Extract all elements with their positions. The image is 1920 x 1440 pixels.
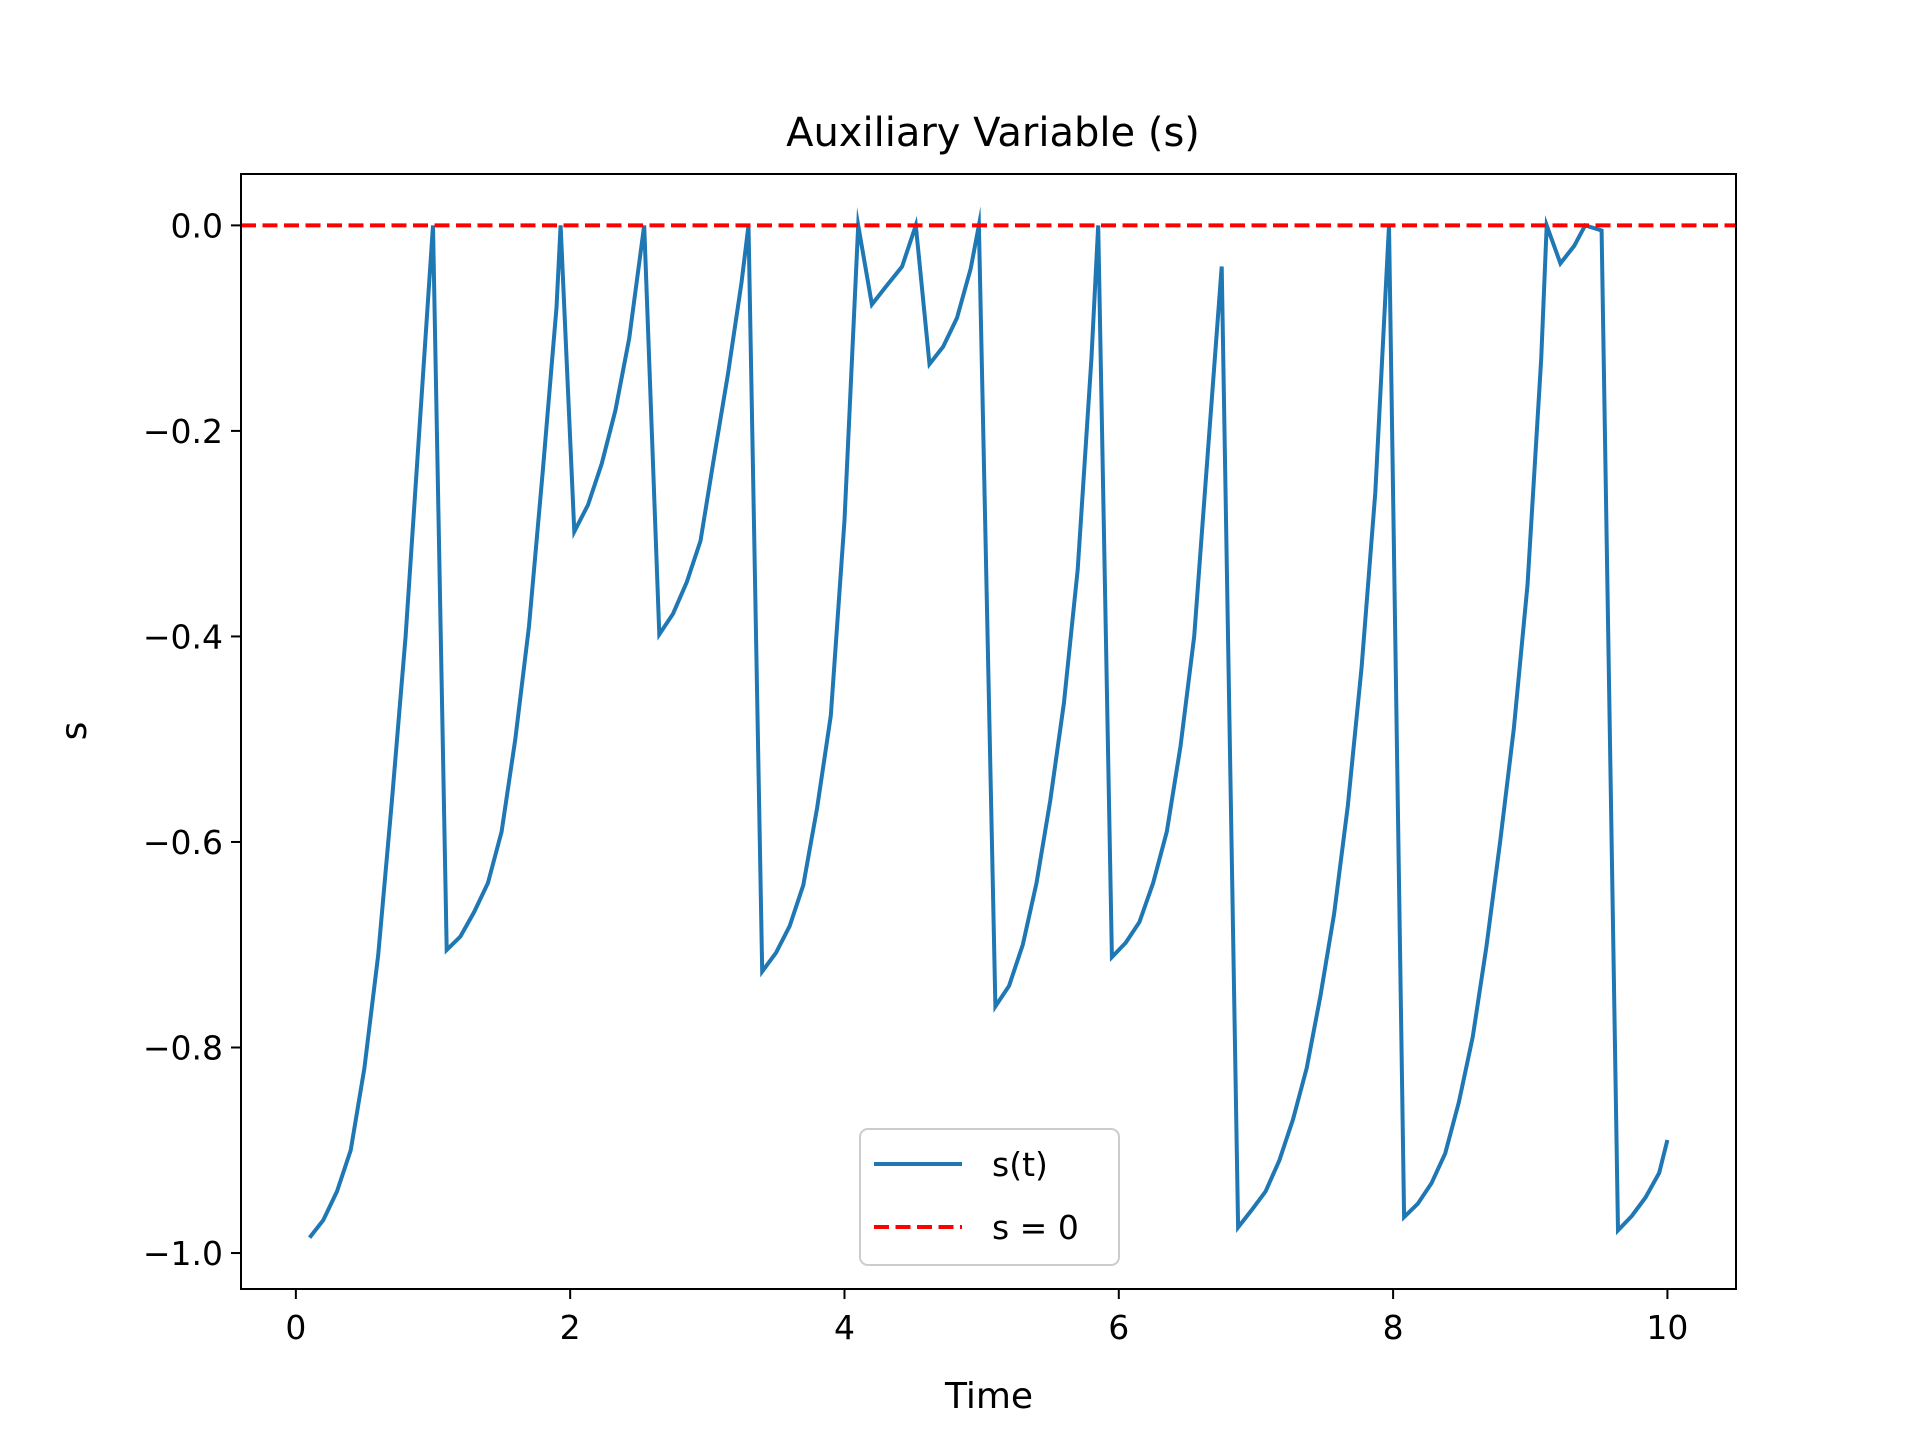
x-tick-label: 2 — [560, 1308, 581, 1347]
legend-box — [859, 1128, 1120, 1266]
y-tick-label: −0.4 — [143, 617, 223, 656]
y-axis: 0.0 −0.2 −0.4 −0.6 −0.8 −1.0 — [143, 206, 241, 1273]
chart-title: Auxiliary Variable (s) — [786, 110, 1200, 156]
y-tick-label: 0.0 — [171, 206, 223, 245]
axes-frame — [240, 173, 1737, 1290]
y-tick-label: −0.6 — [143, 823, 223, 862]
x-tick-label: 4 — [834, 1308, 855, 1347]
y-tick-label: −0.8 — [143, 1029, 223, 1068]
x-tick-label: 8 — [1383, 1308, 1404, 1347]
series-line-s-t — [308, 206, 1670, 1239]
x-axis-label: Time — [944, 1376, 1033, 1417]
legend: s(t) s = 0 — [859, 1128, 1120, 1266]
x-tick-label: 0 — [285, 1308, 306, 1347]
legend-label-s-equals-0: s = 0 — [992, 1208, 1079, 1247]
legend-label-s-t: s(t) — [992, 1145, 1048, 1184]
x-tick-label: 10 — [1646, 1308, 1688, 1347]
data-series-layer — [241, 206, 1736, 1239]
y-axis-label: s — [54, 722, 95, 741]
y-tick-label: −1.0 — [143, 1234, 223, 1273]
x-tick-label: 6 — [1108, 1308, 1129, 1347]
y-tick-label: −0.2 — [143, 412, 223, 451]
x-axis: 0 2 4 6 8 10 — [285, 1289, 1688, 1347]
